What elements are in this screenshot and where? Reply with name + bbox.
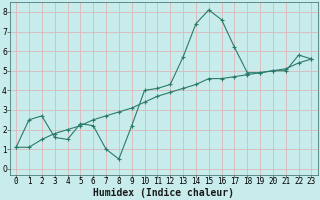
X-axis label: Humidex (Indice chaleur): Humidex (Indice chaleur) [93, 188, 234, 198]
